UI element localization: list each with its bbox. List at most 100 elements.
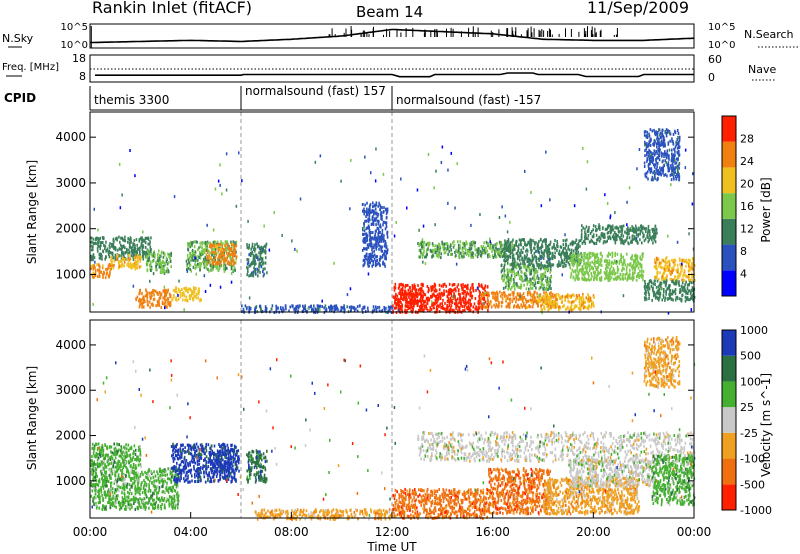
echo-mark bbox=[108, 255, 111, 259]
echo-mark bbox=[363, 258, 366, 262]
echo-mark bbox=[487, 309, 489, 313]
echo-mark bbox=[113, 240, 115, 244]
echo-mark bbox=[584, 236, 587, 240]
echo-mark bbox=[524, 254, 526, 258]
echo-mark bbox=[151, 254, 154, 258]
echo-mark bbox=[543, 291, 545, 295]
echo-mark bbox=[367, 211, 370, 215]
echo-mark bbox=[647, 240, 650, 244]
echo-mark bbox=[509, 250, 511, 254]
echo-mark bbox=[197, 292, 200, 296]
echo-mark bbox=[598, 271, 601, 275]
echo-mark bbox=[527, 291, 529, 294]
echo-mark bbox=[167, 270, 170, 274]
echo-mark bbox=[481, 294, 483, 298]
echo-mark bbox=[211, 253, 213, 257]
echo-mark bbox=[642, 235, 644, 239]
echo-mark bbox=[477, 252, 480, 256]
echo-mark bbox=[147, 259, 149, 263]
echo-mark bbox=[98, 256, 101, 260]
echo-mark bbox=[525, 265, 527, 269]
echo-mark bbox=[687, 268, 690, 272]
echo-mark bbox=[220, 264, 222, 268]
echo-mark bbox=[335, 304, 338, 308]
echo-mark bbox=[528, 291, 531, 295]
echo-mark bbox=[545, 260, 548, 264]
echo-mark bbox=[581, 224, 583, 228]
echo-mark bbox=[675, 268, 678, 272]
echo-mark bbox=[508, 248, 510, 252]
echo-mark bbox=[644, 282, 646, 286]
echo-mark bbox=[565, 238, 568, 242]
echo-mark bbox=[615, 232, 617, 236]
echo-mark bbox=[556, 263, 559, 267]
echo-mark bbox=[452, 245, 455, 249]
echo-mark bbox=[538, 287, 541, 291]
echo-mark bbox=[443, 247, 446, 251]
echo-mark bbox=[501, 274, 504, 278]
echo-mark bbox=[170, 265, 172, 269]
echo-mark bbox=[369, 233, 371, 237]
echo-mark bbox=[577, 250, 580, 254]
echo-mark bbox=[562, 243, 565, 247]
echo-mark bbox=[632, 226, 634, 230]
echo-mark bbox=[541, 298, 544, 302]
echo-mark bbox=[130, 249, 133, 253]
echo-mark bbox=[466, 251, 468, 255]
echo-mark bbox=[423, 246, 425, 250]
echo-mark bbox=[596, 252, 599, 256]
echo-mark bbox=[580, 228, 583, 232]
echo-mark bbox=[363, 247, 365, 251]
echo-mark bbox=[540, 261, 543, 265]
echo-mark bbox=[567, 247, 569, 251]
echo-mark bbox=[282, 306, 284, 310]
echo-mark bbox=[142, 296, 145, 300]
echo-mark bbox=[471, 242, 474, 245]
echo-mark bbox=[362, 306, 365, 310]
echo-mark bbox=[402, 296, 405, 300]
echo-mark bbox=[668, 263, 671, 267]
echo-mark bbox=[688, 274, 690, 278]
echo-mark bbox=[664, 282, 667, 286]
echo-mark bbox=[569, 259, 571, 262]
echo-mark bbox=[191, 258, 194, 262]
echo-mark bbox=[499, 251, 501, 255]
echo-mark bbox=[521, 305, 523, 309]
echo-mark bbox=[481, 302, 483, 306]
echo-mark bbox=[550, 300, 552, 304]
echo-mark bbox=[158, 302, 160, 306]
echo-mark bbox=[154, 289, 157, 293]
echo-mark bbox=[650, 281, 653, 285]
echo-mark bbox=[162, 259, 164, 263]
echo-mark bbox=[525, 287, 528, 291]
echo-mark bbox=[474, 307, 476, 311]
echo-mark bbox=[530, 278, 532, 282]
echo-mark bbox=[194, 252, 197, 256]
echo-mark bbox=[246, 258, 248, 262]
echo-mark bbox=[381, 235, 383, 239]
echo-mark bbox=[692, 287, 695, 291]
echo-mark bbox=[553, 300, 555, 304]
echo-mark bbox=[571, 308, 574, 312]
echo-mark bbox=[512, 257, 514, 261]
echo-mark bbox=[487, 291, 490, 295]
echo-mark bbox=[227, 254, 229, 258]
echo-mark bbox=[257, 270, 259, 274]
echo-mark bbox=[439, 303, 441, 307]
echo-mark bbox=[538, 299, 541, 303]
echo-mark bbox=[687, 258, 690, 262]
echo-mark bbox=[484, 300, 487, 304]
echo-mark bbox=[201, 246, 203, 250]
echo-mark bbox=[525, 243, 527, 247]
echo-mark bbox=[233, 245, 236, 249]
echo-mark bbox=[529, 239, 531, 243]
echo-mark bbox=[690, 296, 692, 300]
echo-mark bbox=[524, 274, 526, 278]
echo-mark bbox=[246, 243, 248, 247]
echo-mark bbox=[544, 264, 547, 268]
echo-mark bbox=[466, 291, 468, 295]
echo-mark bbox=[495, 246, 497, 250]
echo-mark bbox=[481, 305, 483, 309]
echo-mark bbox=[594, 253, 596, 257]
echo-mark bbox=[385, 257, 387, 261]
